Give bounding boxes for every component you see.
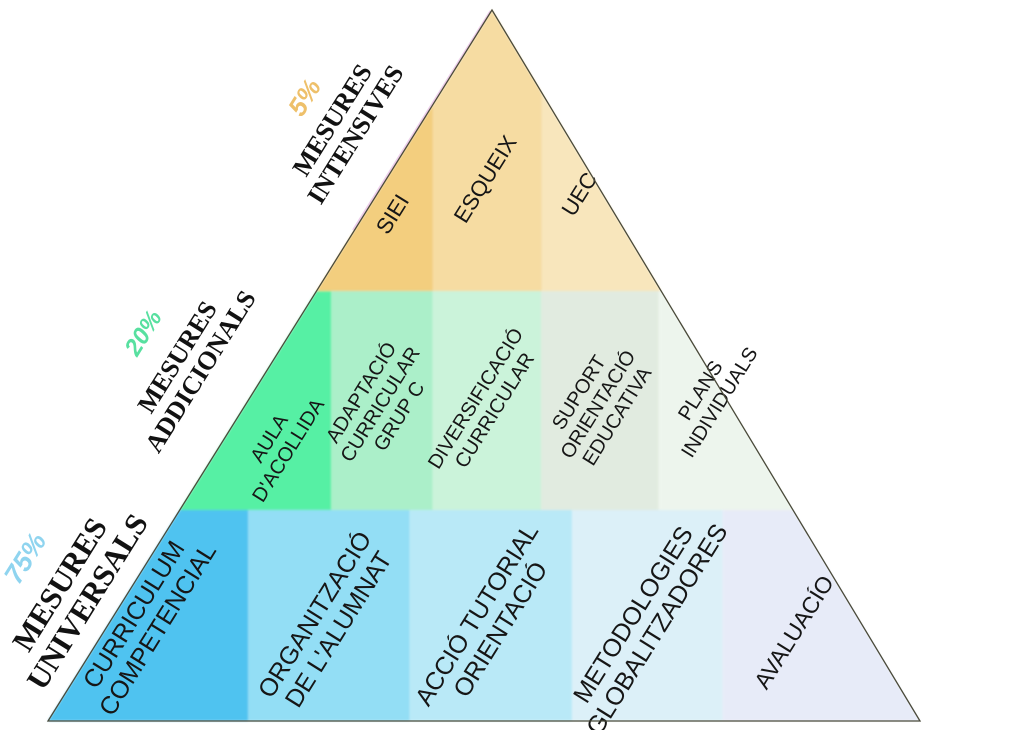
svg-text:20%: 20%	[119, 305, 168, 361]
